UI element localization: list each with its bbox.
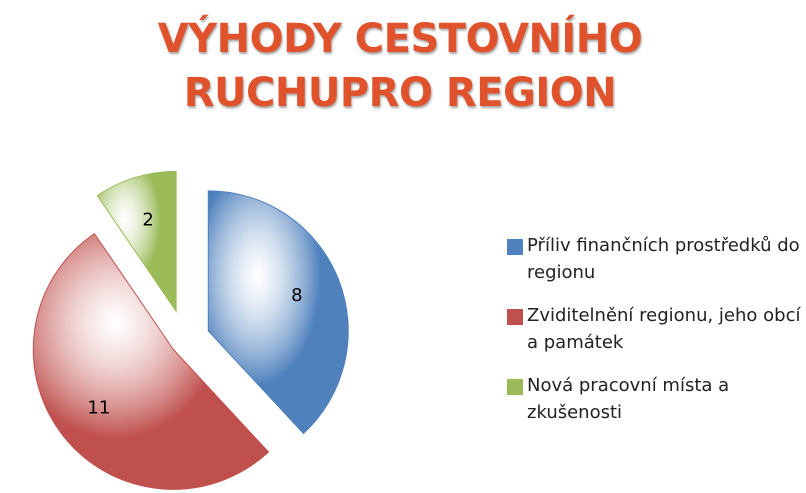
pie-slice (32, 232, 270, 490)
legend-item: Nová pracovní místa a zkušenosti (505, 372, 805, 426)
data-label: 11 (87, 398, 110, 419)
legend-label: Zviditelnění regionu, jeho obcí a památe… (527, 305, 801, 353)
legend-item: Zviditelnění regionu, jeho obcí a památe… (505, 302, 805, 356)
data-label: 2 (142, 209, 153, 230)
pie-slice (207, 190, 349, 435)
data-label: 8 (291, 285, 302, 306)
legend-label: Nová pracovní místa a zkušenosti (527, 375, 730, 423)
legend-swatch (507, 309, 523, 325)
legend-label: Příliv finančních prostředků do regionu (527, 235, 800, 283)
legend-swatch (507, 379, 523, 395)
chart-title: VÝHODY CESTOVNÍHO RUCHUPRO REGION (157, 16, 643, 116)
legend-swatch (507, 239, 523, 255)
legend: Příliv finančních prostředků do regionu Z… (505, 232, 805, 442)
pie-slice (96, 170, 177, 313)
legend-item: Příliv finančních prostředků do regionu (505, 232, 805, 286)
